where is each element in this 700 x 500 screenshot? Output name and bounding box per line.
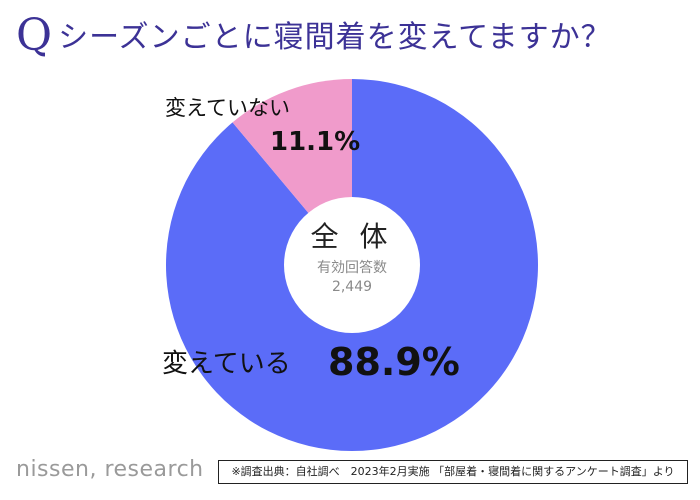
source-note: ※調査出典：自社調べ 2023年2月実施 「部屋着・寝間着に関するアンケート調査… [218,460,688,484]
center-count: 2,449 [332,279,372,295]
center-subtitle: 有効回答数 [317,259,387,276]
chart-title: Q シーズンごとに寝間着を変えてますか？ [16,14,696,60]
slice-label-kaeteiru: 変えている [162,349,291,379]
nissen-research-logo: nissen, research [16,457,204,482]
question-text: シーズンごとに寝間着を変えてますか？ [58,20,612,55]
slice-value-kaeteiru: 88.9% [328,340,460,384]
question-mark-q: Q [16,10,53,61]
center-title: 全 体 [311,220,394,253]
slice-label-kaeteinai: 変えていない [165,96,290,120]
donut-center-hole [284,197,420,333]
slice-value-kaeteinai: 11.1% [270,127,360,157]
